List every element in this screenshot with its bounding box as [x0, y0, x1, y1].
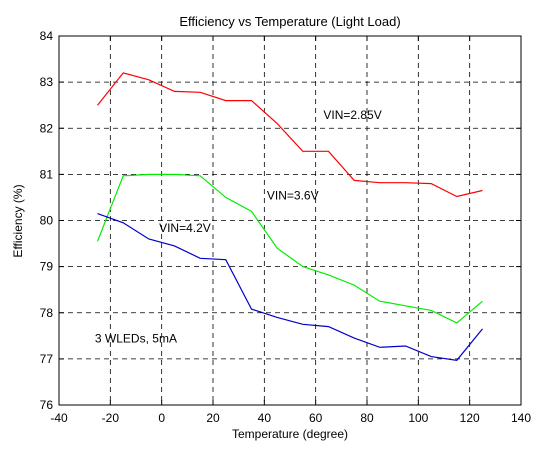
series-line-vin-3-6v	[96, 173, 483, 324]
y-tick-label: 82	[40, 121, 54, 135]
axes: -40 -20 0 20 40 60 80 100 120 140 76 77 78 79 80 81 82 83…	[40, 29, 532, 425]
x-tick-label: 0	[158, 411, 165, 425]
series-line-vin-2-85v	[97, 72, 483, 198]
series-line-vin-4-2v	[97, 213, 483, 361]
x-tick-label: 100	[408, 411, 428, 425]
y-tick-label: 76	[40, 398, 54, 412]
y-tick-label: 84	[40, 29, 54, 43]
x-tick-label: -40	[50, 411, 68, 425]
y-tick-label: 77	[40, 352, 54, 366]
grid-lines	[59, 36, 521, 405]
x-tick-label: 80	[360, 411, 374, 425]
series-group	[96, 72, 483, 361]
annotation-label: VIN=2.85V	[323, 108, 381, 122]
y-axis-label: Efficiency (%)	[11, 184, 25, 257]
x-axis-label: Temperature (degree)	[232, 427, 348, 441]
annotation-label: 3 WLEDs, 5mA	[95, 332, 177, 346]
x-tick-label: 140	[511, 411, 531, 425]
x-tick-label: -20	[102, 411, 120, 425]
x-tick-label: 120	[460, 411, 480, 425]
y-tick-label: 79	[40, 260, 54, 274]
chart-title: Efficiency vs Temperature (Light Load)	[179, 14, 400, 29]
y-tick-label: 80	[40, 214, 54, 228]
y-tick-label: 81	[40, 167, 54, 181]
plot-frame	[58, 35, 522, 406]
annotation-label: VIN=3.6V	[267, 189, 319, 203]
x-tick-label: 60	[309, 411, 323, 425]
x-tick-label: 20	[206, 411, 220, 425]
x-tick-label: 40	[258, 411, 272, 425]
annotation-label: VIN=4.2V	[159, 221, 211, 235]
y-tick-label: 83	[40, 75, 54, 89]
y-tick-label: 78	[40, 306, 54, 320]
annotations: VIN=2.85V VIN=3.6V VIN=4.2V 3 WLEDs, 5mA	[95, 108, 382, 346]
